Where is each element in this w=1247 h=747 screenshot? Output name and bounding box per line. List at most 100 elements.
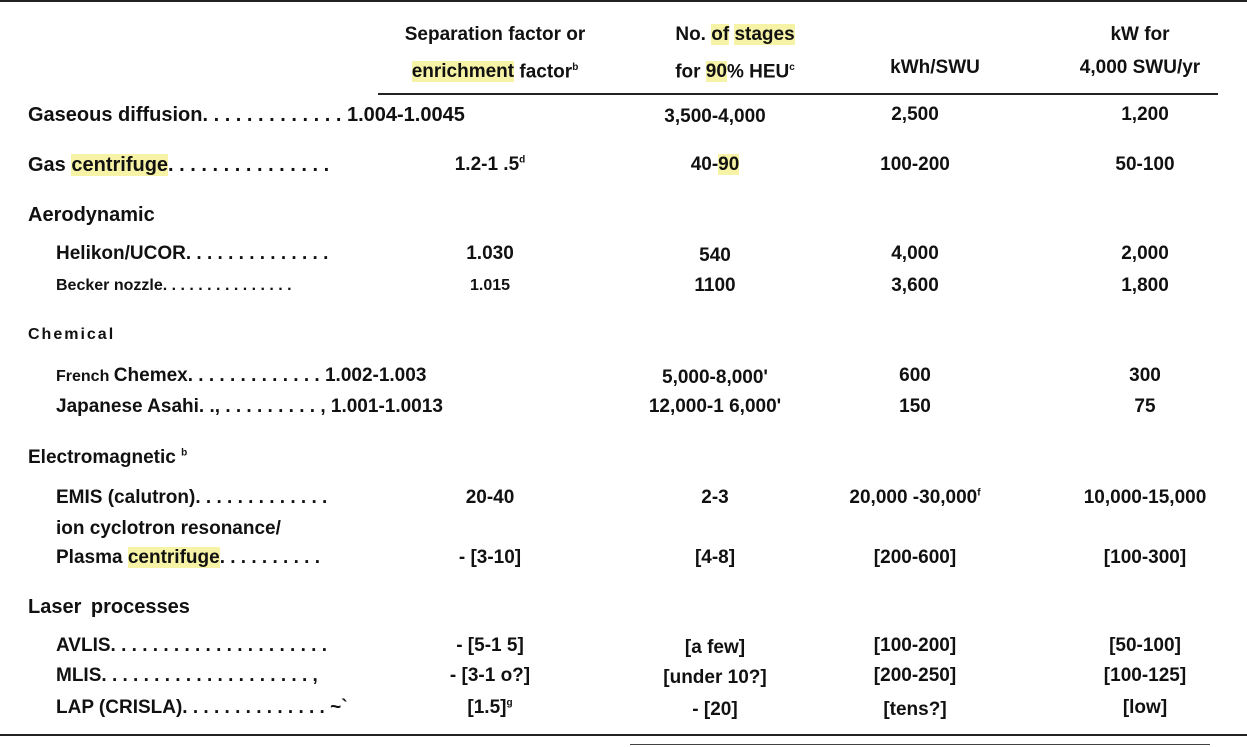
row-centrifuge-kwh: 100-200 <box>880 154 950 175</box>
row-helikon-stages: 540 <box>699 245 731 266</box>
header-sep-factor: factor <box>514 61 573 83</box>
row-helikon-kw: 2,000 <box>1121 243 1169 264</box>
chemex-text: Chemex. . . . . . . . . . . . . 1.002-1.… <box>113 365 427 386</box>
centrifuge-dots: . . . . . . . . . . . . . . . <box>168 154 330 176</box>
footnote-em-b: b <box>181 447 188 459</box>
row-plasma-label: Plasma centrifuge. . . . . . . . . . <box>56 547 320 569</box>
header-kw: kW for 4,000 SWU/yr <box>1030 18 1247 84</box>
row-chemex-kwh: 600 <box>899 365 931 386</box>
row-plasma-kwh: [200-600] <box>873 547 957 568</box>
header-kw-line2: 4,000 SWU/yr <box>1079 57 1201 78</box>
row-becker-kwh: 3,600 <box>891 275 939 296</box>
header-sep-line2: enrichment factorb <box>375 51 615 88</box>
em-head-text: Electromagnetic <box>28 447 176 468</box>
row-centrifuge-label: Gas centrifuge. . . . . . . . . . . . . … <box>28 154 329 177</box>
header-separation-factor: Separation factor or enrichment factorb <box>375 18 615 88</box>
header-stages-for: for <box>675 61 706 83</box>
row-icr-label: ion cyclotron resonance/ <box>56 518 281 539</box>
row-gaseous-kw: 1,200 <box>1121 104 1169 125</box>
row-lap-stages: - [20] <box>692 699 738 720</box>
row-gaseous-stages: 3,500-4,000 <box>664 106 766 127</box>
footnote-g: g <box>506 697 513 709</box>
row-becker-label: Becker nozzle. . . . . . . . . . . . . .… <box>56 277 292 294</box>
row-asahi-kwh: 150 <box>899 396 931 417</box>
row-lap-kwh: [tens?] <box>883 699 947 720</box>
top-rule <box>0 0 1247 2</box>
plasma-dots: . . . . . . . . . . <box>219 547 320 568</box>
bottom-rule <box>0 734 1247 736</box>
header-stages-line2: for 90% HEUc <box>625 51 845 88</box>
header-stages-90: 90 <box>705 61 727 83</box>
emis-kwh-value: 20,000 -30,000 <box>849 487 978 508</box>
header-stages-line1: No. of stages <box>625 18 845 51</box>
row-chemex-stages: 5,000-8,000' <box>662 367 768 388</box>
row-lap-kw: [low] <box>1122 697 1168 718</box>
row-emis-kw: 10,000-15,000 <box>1083 487 1207 508</box>
centrifuge-word: centrifuge <box>71 154 169 176</box>
gaseous-sep: 1.004-1.0045 <box>346 104 465 126</box>
footnote-b: b <box>572 62 579 73</box>
row-emis-sep: 20-40 <box>465 487 515 508</box>
row-mlis-kwh: [200-250] <box>873 665 957 686</box>
centrifuge-stages-90: 90 <box>718 154 740 175</box>
row-lap-label: LAP (CRISLA). . . . . . . . . . . . . . … <box>56 697 348 718</box>
row-asahi-label: Japanese Asahi. ., . . . . . . . . . , 1… <box>56 396 443 417</box>
gaseous-label-text: Gaseous diffusion. . . . . . . . . . . .… <box>28 104 342 126</box>
row-plasma-stages: [4-8] <box>694 547 736 568</box>
section-chemical: Chemical <box>28 326 116 343</box>
header-sep-enrichment: enrichment <box>411 61 515 83</box>
header-stages-word: stages <box>734 24 795 45</box>
row-becker-sep: 1.015 <box>469 277 511 294</box>
footnote-c: c <box>789 62 795 73</box>
row-emis-stages: 2-3 <box>701 487 729 508</box>
row-helikon-sep: 1.030 <box>466 243 514 264</box>
plasma-centrifuge-word: centrifuge <box>127 547 220 568</box>
centrifuge-stages-a: 40- <box>690 154 719 175</box>
row-becker-kw: 1,800 <box>1121 275 1169 296</box>
plasma-word: Plasma <box>56 547 128 568</box>
row-emis-label: EMIS (calutron). . . . . . . . . . . . . <box>56 487 328 508</box>
header-kwh-text: kWh/SWU <box>890 57 980 78</box>
header-stages: No. of stages for 90% HEUc <box>625 18 845 88</box>
row-centrifuge-sep: 1.2-1 .5d <box>415 154 565 176</box>
row-avlis-kwh: [100-200] <box>873 635 957 656</box>
row-becker-stages: 1100 <box>694 275 736 296</box>
centrifuge-sep-value: 1.2-1 .5 <box>454 154 520 175</box>
lap-sep-value: [1.5] <box>467 697 507 718</box>
row-mlis-sep: - [3-1 o?] <box>449 665 531 686</box>
header-stages-of: of <box>711 24 730 45</box>
header-rule <box>378 93 1218 95</box>
section-electromagnetic: Electromagnetic b <box>28 447 187 469</box>
row-asahi-stages: 12,000-1 6,000' <box>648 396 782 417</box>
section-laser: Laser processes <box>28 596 190 618</box>
row-centrifuge-kw: 50-100 <box>1115 154 1175 175</box>
row-avlis-label: AVLIS. . . . . . . . . . . . . . . . . .… <box>56 635 327 656</box>
section-aerodynamic: Aerodynamic <box>28 204 155 226</box>
row-mlis-stages: [under 10?] <box>663 667 767 688</box>
row-mlis-label: MLIS. . . . . . . . . . . . . . . . . . … <box>56 665 318 686</box>
row-helikon-label: Helikon/UCOR. . . . . . . . . . . . . . <box>56 243 329 264</box>
row-helikon-kwh: 4,000 <box>891 243 939 264</box>
row-mlis-kw: [100-125] <box>1103 665 1187 686</box>
row-asahi-kw: 75 <box>1134 396 1156 417</box>
chemex-french: French <box>56 368 114 385</box>
row-gaseous-kwh: 2,500 <box>891 104 939 125</box>
row-avlis-stages: [a few] <box>684 637 746 658</box>
centrifuge-gas: Gas <box>28 154 72 176</box>
row-avlis-kw: [50-100] <box>1109 635 1181 656</box>
row-centrifuge-stages: 40-90 <box>605 154 825 176</box>
header-kw-line1: kW for <box>1110 24 1170 45</box>
row-gaseous-label: Gaseous diffusion. . . . . . . . . . . .… <box>28 104 465 127</box>
footnote-d: d <box>519 154 526 166</box>
header-stages-heu: % HEU <box>726 61 790 83</box>
row-plasma-kw: [100-300] <box>1103 547 1187 568</box>
row-emis-kwh: 20,000 -30,000f <box>815 487 1015 509</box>
row-chemex-label: French Chemex. . . . . . . . . . . . . 1… <box>56 365 426 387</box>
header-stages-no: No. <box>675 24 712 45</box>
row-lap-sep: [1.5]g <box>415 697 565 719</box>
footnote-f: f <box>977 487 981 499</box>
row-chemex-kw: 300 <box>1129 365 1161 386</box>
header-kwh-swu: kWh/SWU <box>835 51 1035 84</box>
header-sep-line1: Separation factor or <box>404 24 586 45</box>
row-plasma-sep: - [3-10] <box>458 547 522 568</box>
